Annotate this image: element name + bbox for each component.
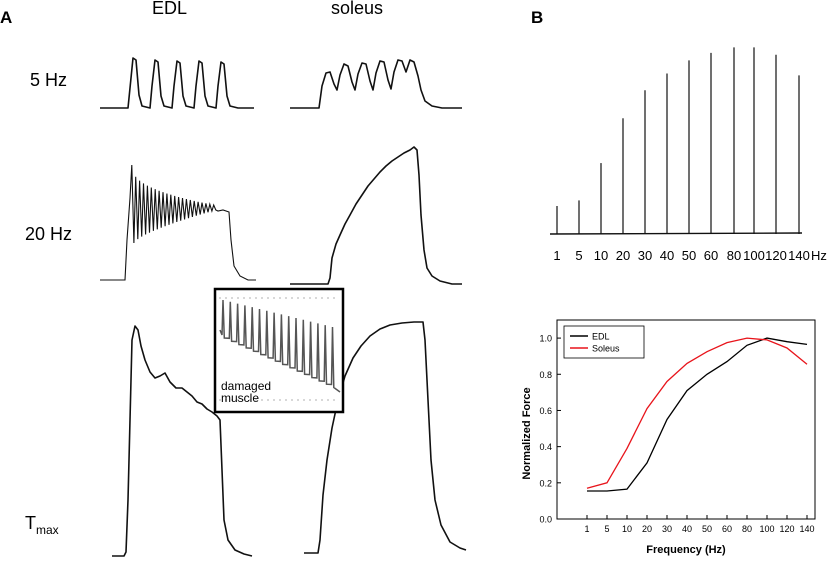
legend-label-soleus: Soleus bbox=[592, 344, 620, 354]
x-tick-label-40: 40 bbox=[682, 524, 692, 534]
spike-label-140: 140 bbox=[788, 248, 810, 263]
trace-soleus-5hz bbox=[290, 59, 462, 109]
y-tick-label-0.8: 0.8 bbox=[539, 370, 552, 380]
panel-b-letter: B bbox=[531, 8, 544, 27]
spike-label-60: 60 bbox=[704, 248, 718, 263]
y-tick-label-0.6: 0.6 bbox=[539, 406, 552, 416]
y-tick-label-0.4: 0.4 bbox=[539, 442, 552, 452]
y-tick-label-0.0: 0.0 bbox=[539, 515, 552, 525]
x-tick-label-120: 120 bbox=[779, 524, 794, 534]
y-tick-label-1.0: 1.0 bbox=[539, 334, 552, 344]
spike-label-100: 100 bbox=[743, 248, 765, 263]
y-tick-label-0.2: 0.2 bbox=[539, 478, 552, 488]
trace-edl-20hz bbox=[100, 164, 256, 281]
spike-label-30: 30 bbox=[638, 248, 652, 263]
spike-label-10: 10 bbox=[594, 248, 608, 263]
row-label-5hz: 5 Hz bbox=[30, 70, 68, 90]
x-tick-label-60: 60 bbox=[722, 524, 732, 534]
trace-edl-tmax bbox=[112, 325, 253, 557]
x-tick-label-30: 30 bbox=[662, 524, 672, 534]
x-axis-title: Frequency (Hz) bbox=[646, 544, 726, 556]
legend-label-edl: EDL bbox=[592, 332, 610, 342]
trace-edl-5hz bbox=[100, 57, 254, 109]
tmax-subscript: max bbox=[36, 523, 59, 537]
x-tick-label-100: 100 bbox=[759, 524, 774, 534]
x-tick-label-50: 50 bbox=[702, 524, 712, 534]
x-tick-label-5: 5 bbox=[604, 524, 609, 534]
tmax-main-text: T bbox=[25, 513, 36, 533]
row-label-tmax: Tmax bbox=[25, 513, 59, 537]
column-heading-edl: EDL bbox=[152, 0, 188, 18]
row-label-20hz: 20 Hz bbox=[25, 224, 73, 244]
plot-frame bbox=[556, 319, 816, 520]
x-tick-label-140: 140 bbox=[799, 524, 814, 534]
spike-label-50: 50 bbox=[682, 248, 696, 263]
x-tick-label-80: 80 bbox=[742, 524, 752, 534]
spike-baseline bbox=[549, 232, 803, 235]
panel-a-letter: A bbox=[0, 8, 13, 27]
x-tick-label-10: 10 bbox=[622, 524, 632, 534]
inset-damaged-muscle bbox=[213, 287, 345, 414]
column-heading-soleus: soleus bbox=[331, 0, 384, 18]
series-line-edl bbox=[587, 337, 808, 492]
spike-label-20: 20 bbox=[616, 248, 630, 263]
spike-label-5: 5 bbox=[575, 248, 582, 263]
trace-soleus-tmax bbox=[304, 321, 467, 554]
spike-label-120: 120 bbox=[765, 248, 787, 263]
spike-label-80: 80 bbox=[727, 248, 741, 263]
inset-label-damaged: damaged bbox=[221, 379, 272, 393]
trace-soleus-20hz bbox=[290, 146, 462, 285]
x-tick-label-20: 20 bbox=[642, 524, 652, 534]
spike-label-1: 1 bbox=[553, 248, 560, 263]
legend-box bbox=[563, 325, 645, 359]
spike-unit-label: Hz bbox=[811, 248, 827, 263]
y-axis-title: Normalized Force bbox=[521, 387, 533, 479]
spike-label-40: 40 bbox=[660, 248, 674, 263]
x-tick-label-1: 1 bbox=[584, 524, 589, 534]
inset-label-muscle: muscle bbox=[221, 391, 260, 405]
series-line-soleus bbox=[586, 337, 808, 489]
